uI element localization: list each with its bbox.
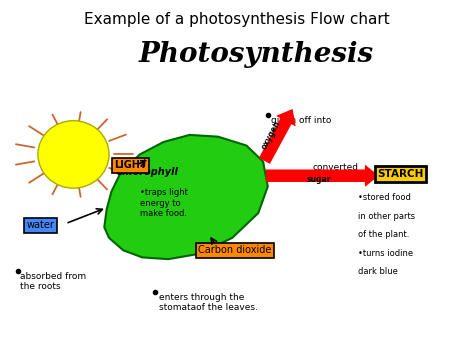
Text: STARCH: STARCH (377, 169, 424, 179)
FancyArrowPatch shape (266, 165, 379, 187)
Text: sugar: sugar (306, 175, 331, 185)
Text: Example of a photosynthesis Flow chart: Example of a photosynthesis Flow chart (84, 12, 390, 27)
Text: Carbon dioxide: Carbon dioxide (198, 245, 271, 255)
Text: •stored food: •stored food (358, 193, 411, 202)
Polygon shape (104, 135, 268, 259)
Text: •turns iodine: •turns iodine (358, 249, 413, 258)
Text: Chlorophyll: Chlorophyll (116, 167, 178, 177)
Text: Photosynthesis: Photosynthesis (138, 41, 374, 68)
Text: absorbed from
the roots: absorbed from the roots (20, 272, 87, 291)
Text: dark blue: dark blue (358, 267, 398, 276)
Text: of the plant.: of the plant. (358, 230, 409, 239)
Text: enters through the
stomataof the leaves.: enters through the stomataof the leaves. (159, 293, 258, 312)
Text: oxygen: oxygen (260, 119, 283, 151)
Text: water: water (27, 220, 54, 230)
Text: converted: converted (313, 163, 359, 172)
Text: LIGHT: LIGHT (114, 160, 146, 170)
Text: in other parts: in other parts (358, 212, 415, 221)
Text: given off into
air: given off into air (271, 116, 331, 136)
FancyArrowPatch shape (259, 109, 296, 164)
Ellipse shape (38, 121, 109, 188)
Text: •traps light
energy to
make food.: •traps light energy to make food. (140, 188, 188, 218)
